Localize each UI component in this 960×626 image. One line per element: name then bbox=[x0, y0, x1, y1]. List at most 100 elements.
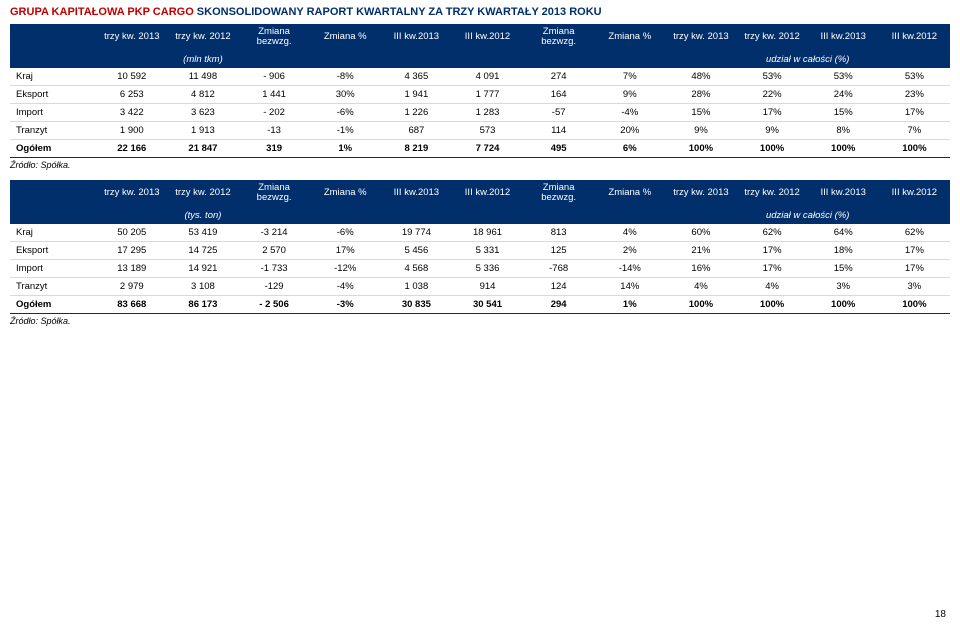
col-6: III kw.2012 bbox=[452, 24, 523, 51]
table1-cell: 6% bbox=[594, 139, 665, 157]
table1-cell: -13 bbox=[239, 121, 310, 139]
table1-cell: 4 812 bbox=[167, 85, 238, 103]
table2-cell: 19 774 bbox=[381, 224, 452, 242]
table1-cell: 1 941 bbox=[381, 85, 452, 103]
table2-header-row: trzy kw. 2013 trzy kw. 2012 Zmiana bezwz… bbox=[10, 180, 950, 207]
table1-cell: 21 847 bbox=[167, 139, 238, 157]
table1-cell: 11 498 bbox=[167, 68, 238, 86]
col2-1: trzy kw. 2013 bbox=[96, 180, 167, 207]
col2-4: Zmiana % bbox=[310, 180, 381, 207]
table-tys-ton: trzy kw. 2013 trzy kw. 2012 Zmiana bezwz… bbox=[10, 180, 950, 314]
table2-cell: 83 668 bbox=[96, 295, 167, 313]
table1-cell: 7 724 bbox=[452, 139, 523, 157]
col-blank-2 bbox=[10, 180, 96, 207]
table1-cell: 8% bbox=[808, 121, 879, 139]
table1-cell: -6% bbox=[310, 103, 381, 121]
col2-10: trzy kw. 2012 bbox=[737, 180, 808, 207]
table2-cell: 17% bbox=[879, 259, 950, 277]
table2-cell: 18% bbox=[808, 241, 879, 259]
col2-12: III kw.2012 bbox=[879, 180, 950, 207]
table1-row: Ogółem22 16621 8473191%8 2197 7244956%10… bbox=[10, 139, 950, 157]
table2-cell: 17% bbox=[310, 241, 381, 259]
table1-cell: 687 bbox=[381, 121, 452, 139]
table1-cell: 53% bbox=[737, 68, 808, 86]
table1-row: Tranzyt1 9001 913-13-1%68757311420%9%9%8… bbox=[10, 121, 950, 139]
table2-cell: 4% bbox=[665, 277, 736, 295]
table1-cell: 8 219 bbox=[381, 139, 452, 157]
table2-row: Import13 18914 921-1 733-12%4 5685 336-7… bbox=[10, 259, 950, 277]
unit-right-1: udział w całości (%) bbox=[665, 51, 950, 68]
table2-cell: 64% bbox=[808, 224, 879, 242]
col2-6: III kw.2012 bbox=[452, 180, 523, 207]
table2-cell: 294 bbox=[523, 295, 594, 313]
table1-cell: 53% bbox=[879, 68, 950, 86]
table1-cell: 1 283 bbox=[452, 103, 523, 121]
table2-cell: -6% bbox=[310, 224, 381, 242]
table1-cell: 573 bbox=[452, 121, 523, 139]
table2-cell: 86 173 bbox=[167, 295, 238, 313]
table2-cell: 16% bbox=[665, 259, 736, 277]
table2-cell: 124 bbox=[523, 277, 594, 295]
table1-cell: 53% bbox=[808, 68, 879, 86]
table2-cell: 3% bbox=[808, 277, 879, 295]
table1-cell: - 906 bbox=[239, 68, 310, 86]
table1-cell: -8% bbox=[310, 68, 381, 86]
col2-8: Zmiana % bbox=[594, 180, 665, 207]
table1-cell: 100% bbox=[879, 139, 950, 157]
table2-cell: 5 336 bbox=[452, 259, 523, 277]
col-5: III kw.2013 bbox=[381, 24, 452, 51]
page-number: 18 bbox=[935, 609, 946, 620]
table2-body: Kraj50 20553 419-3 214-6%19 77418 961813… bbox=[10, 224, 950, 314]
table1-row: Import3 4223 623- 202-6%1 2261 283-57-4%… bbox=[10, 103, 950, 121]
table2-cell: 1% bbox=[594, 295, 665, 313]
table1-cell: 17% bbox=[737, 103, 808, 121]
table2-row-label: Eksport bbox=[10, 241, 96, 259]
table2-cell: 14% bbox=[594, 277, 665, 295]
table2-cell: 17% bbox=[879, 241, 950, 259]
table1-cell: 164 bbox=[523, 85, 594, 103]
table1-cell: 22% bbox=[737, 85, 808, 103]
table1-cell: 15% bbox=[665, 103, 736, 121]
table2-cell: 125 bbox=[523, 241, 594, 259]
table1-cell: 9% bbox=[594, 85, 665, 103]
table1-row-label: Import bbox=[10, 103, 96, 121]
table1-cell: 30% bbox=[310, 85, 381, 103]
table1-cell: 274 bbox=[523, 68, 594, 86]
col2-9: trzy kw. 2013 bbox=[665, 180, 736, 207]
table2-row: Kraj50 20553 419-3 214-6%19 77418 961813… bbox=[10, 224, 950, 242]
table2-cell: 2% bbox=[594, 241, 665, 259]
table2-cell: 62% bbox=[737, 224, 808, 242]
table2-cell: -129 bbox=[239, 277, 310, 295]
table2-cell: - 2 506 bbox=[239, 295, 310, 313]
col-9: trzy kw. 2013 bbox=[665, 24, 736, 51]
table1-cell: 7% bbox=[879, 121, 950, 139]
col-8: Zmiana % bbox=[594, 24, 665, 51]
table1-cell: 9% bbox=[665, 121, 736, 139]
table2-cell: -14% bbox=[594, 259, 665, 277]
table1-cell: 100% bbox=[808, 139, 879, 157]
table2-cell: 18 961 bbox=[452, 224, 523, 242]
table2-cell: 14 921 bbox=[167, 259, 238, 277]
table1-body: Kraj10 59211 498- 906-8%4 3654 0912747%4… bbox=[10, 68, 950, 158]
table1-cell: 3 623 bbox=[167, 103, 238, 121]
table2-cell: 60% bbox=[665, 224, 736, 242]
page-header: GRUPA KAPITAŁOWA PKP CARGO SKONSOLIDOWAN… bbox=[0, 0, 960, 20]
table2-cell: 100% bbox=[665, 295, 736, 313]
table1-cell: 23% bbox=[879, 85, 950, 103]
table2-cell: 62% bbox=[879, 224, 950, 242]
table2-row-label: Kraj bbox=[10, 224, 96, 242]
table1-row: Kraj10 59211 498- 906-8%4 3654 0912747%4… bbox=[10, 68, 950, 86]
table2-cell: 4% bbox=[594, 224, 665, 242]
table1-cell: -4% bbox=[594, 103, 665, 121]
table1-row-label: Kraj bbox=[10, 68, 96, 86]
table2-cell: 2 570 bbox=[239, 241, 310, 259]
table1-cell: 10 592 bbox=[96, 68, 167, 86]
table1-cell: 3 422 bbox=[96, 103, 167, 121]
col-10: trzy kw. 2012 bbox=[737, 24, 808, 51]
table2-cell: 813 bbox=[523, 224, 594, 242]
table2-cell: -1 733 bbox=[239, 259, 310, 277]
table1-cell: 1 913 bbox=[167, 121, 238, 139]
table1-cell: -57 bbox=[523, 103, 594, 121]
table2-cell: -3% bbox=[310, 295, 381, 313]
col-12: III kw.2012 bbox=[879, 24, 950, 51]
